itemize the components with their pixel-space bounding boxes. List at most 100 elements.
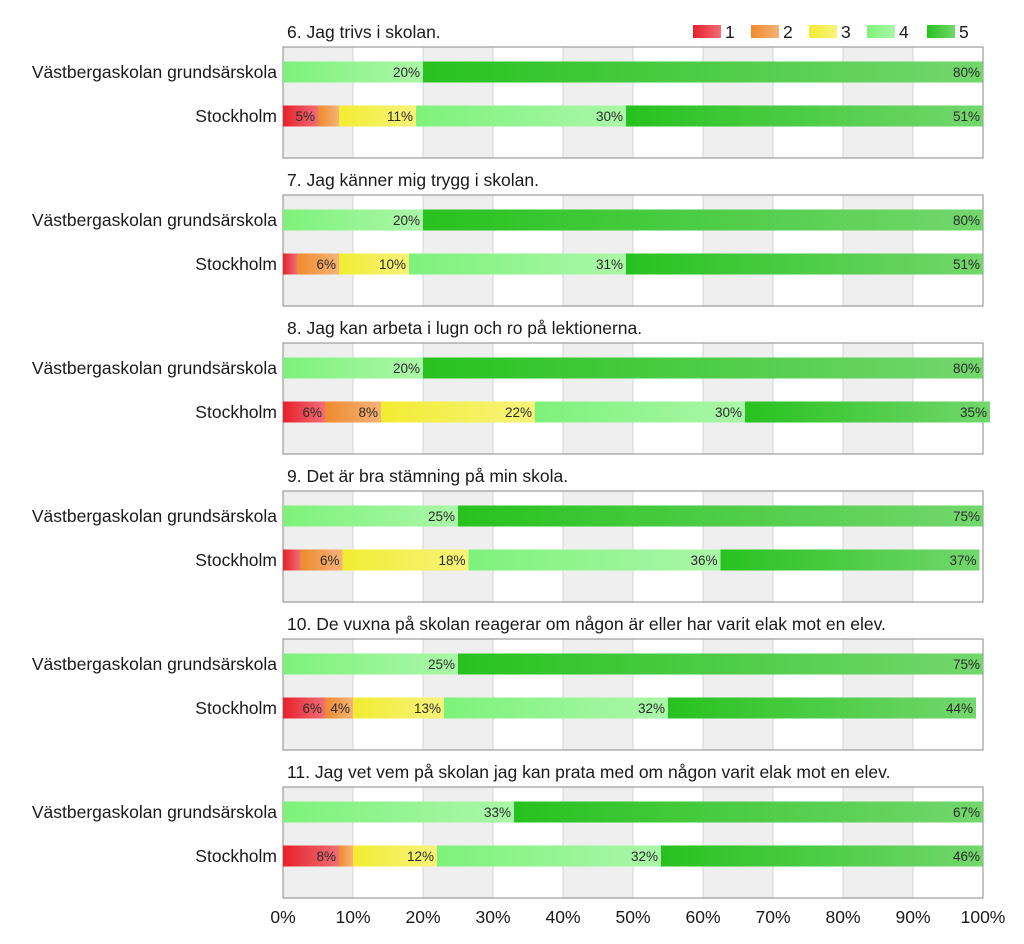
data-label: 35% <box>960 405 987 420</box>
bar-segment-4 <box>416 105 626 127</box>
bar-segment-5 <box>514 801 983 823</box>
x-tick-label: 30% <box>475 907 510 927</box>
bar-segment-4 <box>437 845 661 867</box>
category-label: Västbergaskolan grundsärskola <box>32 358 277 378</box>
data-label: 6% <box>302 701 322 716</box>
bar-segment-1 <box>283 105 318 127</box>
bar-segment-4 <box>535 401 745 423</box>
data-label: 11% <box>387 109 413 124</box>
category-label: Västbergaskolan grundsärskola <box>32 506 277 526</box>
x-tick-label: 40% <box>545 907 580 927</box>
data-label: 36% <box>690 553 717 568</box>
x-tick-label: 0% <box>270 907 295 927</box>
data-label: 51% <box>953 109 980 124</box>
category-label: Västbergaskolan grundsärskola <box>32 654 277 674</box>
bar-segment-4 <box>468 549 721 571</box>
bar-segment-4 <box>283 209 423 231</box>
bar-segment-5 <box>458 505 983 527</box>
panel-frame <box>282 786 984 899</box>
bar-segment-5 <box>626 253 983 275</box>
bar-segment-3 <box>339 105 416 127</box>
data-label: 20% <box>393 213 420 228</box>
bar-segment-2 <box>297 253 339 275</box>
panel-title: 7. Jag känner mig trygg i skolan. <box>287 170 539 190</box>
data-label: 80% <box>953 65 980 80</box>
category-label: Stockholm <box>195 550 277 570</box>
x-tick-label: 50% <box>615 907 650 927</box>
panel-title: 8. Jag kan arbeta i lugn och ro på lekti… <box>287 318 642 338</box>
data-label: 20% <box>393 361 420 376</box>
bar-segment-2 <box>318 105 339 127</box>
bar-segment-1 <box>283 401 325 423</box>
data-label: 80% <box>953 361 980 376</box>
bar-segment-5 <box>661 845 983 867</box>
bar-segment-3 <box>353 845 437 867</box>
bar-segment-3 <box>381 401 535 423</box>
bar-segment-4 <box>283 505 458 527</box>
legend-swatch-3 <box>809 25 837 38</box>
bar-segment-3 <box>339 253 409 275</box>
panel-6: 11. Jag vet vem på skolan jag kan prata … <box>32 762 984 899</box>
bar-segment-4 <box>409 253 626 275</box>
data-label: 18% <box>438 553 465 568</box>
data-label: 30% <box>596 109 623 124</box>
data-label: 30% <box>715 405 742 420</box>
panel-frame <box>282 194 984 307</box>
panel-title: 6. Jag trivs i skolan. <box>287 22 441 42</box>
category-label: Stockholm <box>195 106 277 126</box>
bar-segment-4 <box>283 801 514 823</box>
bar-segment-5 <box>458 653 983 675</box>
data-label: 12% <box>407 849 434 864</box>
bar-segment-5 <box>626 105 983 127</box>
bar-segment-1 <box>283 549 301 571</box>
bar-segment-4 <box>283 61 423 83</box>
data-label: 51% <box>953 257 980 272</box>
legend-label: 5 <box>959 22 969 42</box>
legend-label: 1 <box>725 22 735 42</box>
legend-swatch-1 <box>693 25 721 38</box>
x-tick-label: 70% <box>755 907 790 927</box>
category-label: Stockholm <box>195 254 277 274</box>
data-label: 20% <box>393 65 420 80</box>
data-label: 67% <box>953 805 980 820</box>
bar-segment-5 <box>423 209 983 231</box>
panel-frame <box>282 490 984 603</box>
bar-segment-2 <box>300 549 343 571</box>
data-label: 4% <box>330 701 350 716</box>
x-tick-label: 10% <box>335 907 370 927</box>
legend-swatch-4 <box>867 25 895 38</box>
bar-segment-1 <box>283 845 339 867</box>
data-label: 32% <box>638 701 665 716</box>
legend: 1 2 3 4 5 <box>693 22 969 42</box>
category-label: Västbergaskolan grundsärskola <box>32 62 277 82</box>
x-tick-label: 90% <box>895 907 930 927</box>
data-label: 32% <box>631 849 658 864</box>
legend-label: 3 <box>841 22 851 42</box>
x-tick-label: 100% <box>961 907 1006 927</box>
bar-segment-5 <box>423 61 983 83</box>
data-label: 75% <box>953 657 980 672</box>
bar-segment-3 <box>353 697 444 719</box>
x-tick-label: 80% <box>825 907 860 927</box>
panel-frame <box>282 46 984 159</box>
bar-segment-5 <box>720 549 980 571</box>
x-tick-label: 60% <box>685 907 720 927</box>
bar-segment-2 <box>339 845 353 867</box>
panel-title: 9. Det är bra stämning på min skola. <box>287 466 568 486</box>
bar-segment-2 <box>325 401 381 423</box>
data-label: 37% <box>949 553 976 568</box>
bar-segment-2 <box>325 697 353 719</box>
panel-1: 6. Jag trivs i skolan. Västbergaskolan gr… <box>32 22 984 159</box>
data-label: 46% <box>953 849 980 864</box>
bar-segment-5 <box>423 357 983 379</box>
category-label: Stockholm <box>195 402 277 422</box>
category-label: Stockholm <box>195 846 277 866</box>
category-label: Västbergaskolan grundsärskola <box>32 802 277 822</box>
panel-3: 8. Jag kan arbeta i lugn och ro på lekti… <box>32 318 990 455</box>
bar-segment-5 <box>745 401 990 423</box>
data-label: 44% <box>946 701 973 716</box>
data-label: 5% <box>295 109 315 124</box>
panel-title: 11. Jag vet vem på skolan jag kan prata … <box>287 762 890 782</box>
category-label: Stockholm <box>195 698 277 718</box>
